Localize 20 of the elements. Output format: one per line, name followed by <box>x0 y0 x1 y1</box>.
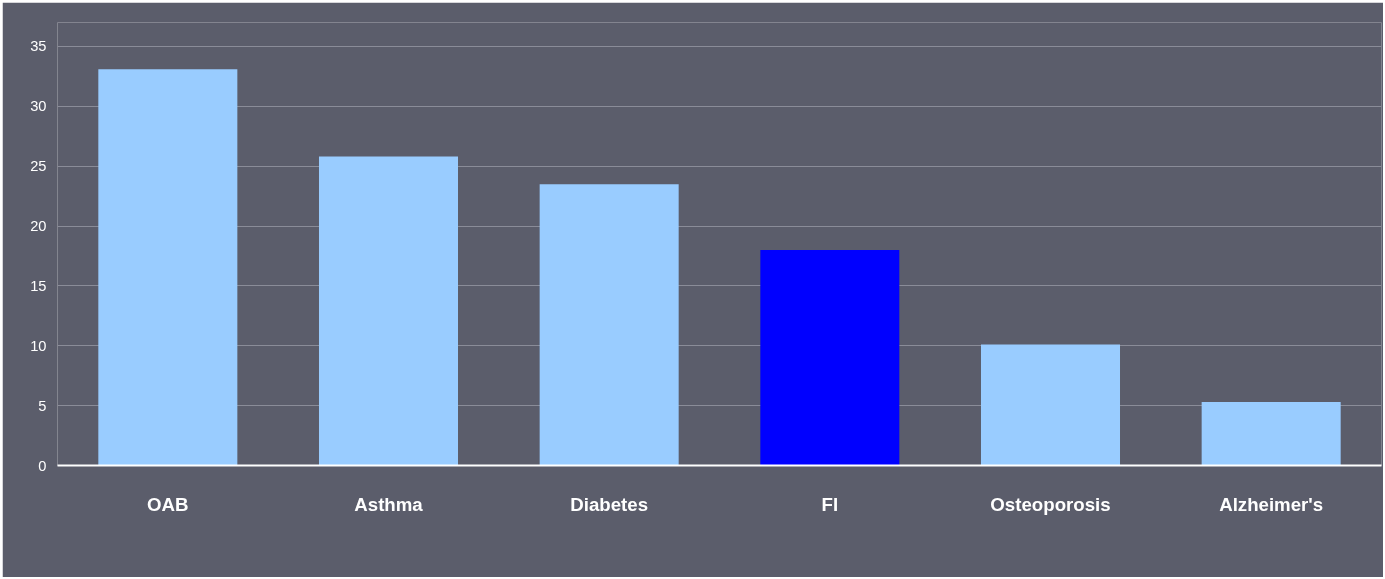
y-tick-label: 15 <box>30 277 47 294</box>
y-tick-label: 25 <box>30 158 47 175</box>
bar <box>318 156 459 466</box>
x-tick-label: Alzheimer's <box>1219 493 1324 515</box>
x-tick-label: Asthma <box>354 493 424 515</box>
bar <box>1201 402 1341 466</box>
y-tick-label: 0 <box>38 457 47 474</box>
bar <box>539 184 679 466</box>
y-tick-label: 10 <box>30 337 47 354</box>
x-tick-label: FI <box>821 493 839 515</box>
x-tick-label: Diabetes <box>570 493 649 515</box>
bar <box>98 69 238 466</box>
y-tick-label: 30 <box>30 98 47 115</box>
y-tick-label: 20 <box>30 218 47 235</box>
y-tick-label: 35 <box>30 38 47 55</box>
x-tick-label: OAB <box>147 493 189 515</box>
y-tick-label: 5 <box>38 397 47 414</box>
x-tick-label: Osteoporosis <box>990 493 1111 515</box>
bar <box>760 249 900 466</box>
bar <box>980 344 1121 466</box>
